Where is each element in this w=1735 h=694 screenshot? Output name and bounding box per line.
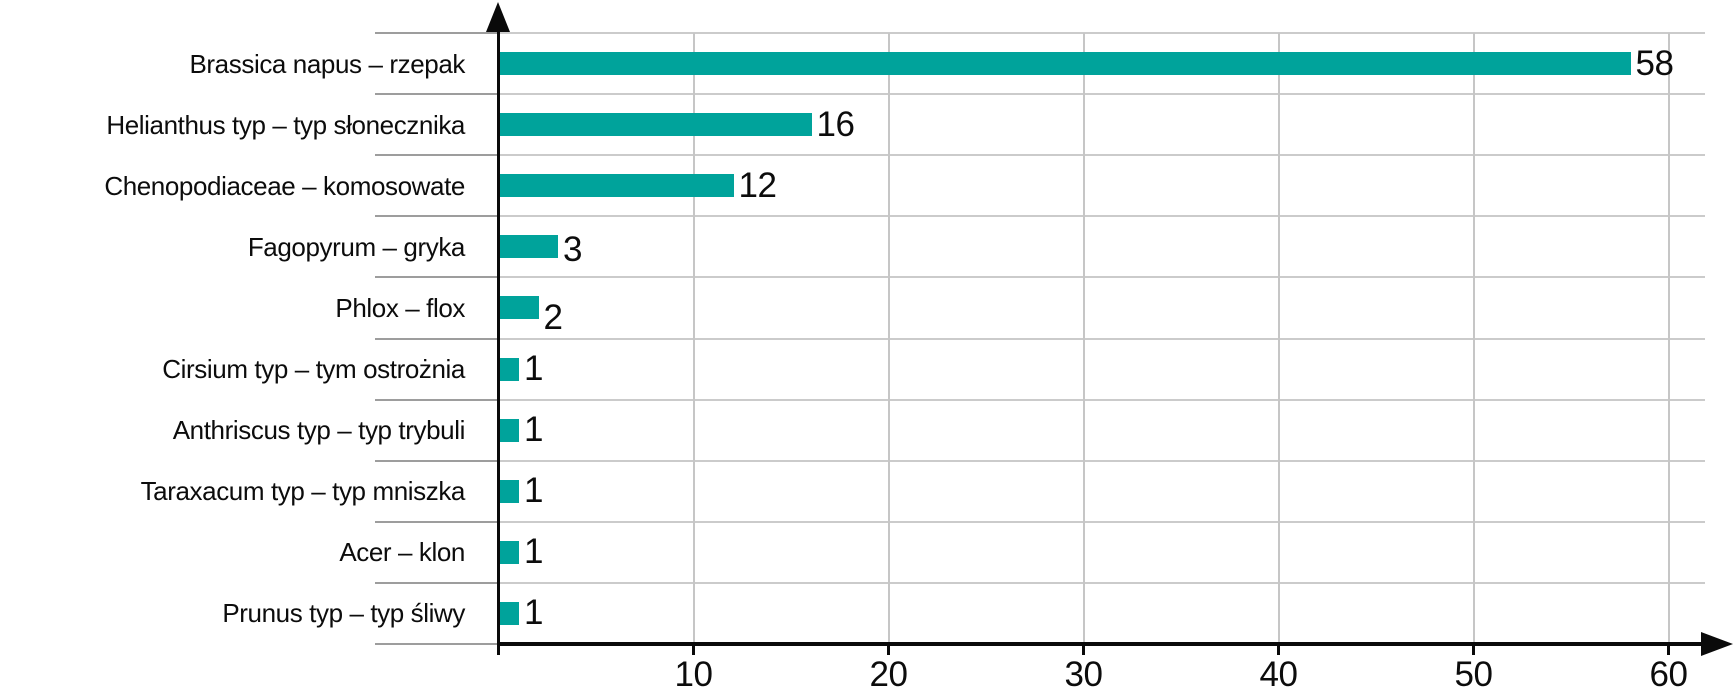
x-axis-tick-label: 20: [869, 655, 908, 694]
h-gridline: [498, 581, 1705, 584]
v-gridline: [1667, 33, 1670, 644]
v-gridline: [1277, 33, 1280, 644]
value-label: 1: [524, 532, 543, 572]
category-tick-segment: [375, 154, 499, 157]
x-axis-tick: [887, 643, 890, 655]
x-axis-tick: [1082, 643, 1085, 655]
v-gridline: [692, 33, 695, 644]
bar: [499, 52, 1631, 76]
bar: [499, 235, 558, 259]
bar: [499, 113, 812, 137]
v-gridline: [887, 33, 890, 644]
category-tick-segment: [375, 32, 499, 34]
x-axis-tick: [1667, 643, 1670, 655]
category-label: Cirsium typ – tym ostrożnia: [162, 354, 465, 385]
x-axis-tick: [692, 643, 695, 655]
bar: [499, 479, 519, 503]
category-tick-segment: [375, 337, 499, 340]
category-label: Phlox – flox: [335, 292, 465, 323]
x-axis-tick-label: 60: [1649, 655, 1688, 694]
h-gridline: [498, 93, 1705, 96]
value-label: 1: [524, 410, 543, 450]
x-axis-tick-label: 10: [674, 655, 713, 694]
value-label: 1: [524, 471, 543, 511]
y-axis-arrow-icon: [486, 2, 510, 32]
bar: [499, 357, 519, 381]
category-tick-segment: [375, 215, 499, 218]
category-tick-segment: [375, 643, 499, 645]
category-tick-segment: [375, 520, 499, 523]
value-label: 2: [543, 297, 563, 337]
value-label: 12: [738, 165, 777, 205]
value-label: 1: [524, 593, 543, 633]
h-gridline: [498, 215, 1705, 218]
category-tick-segment: [375, 459, 499, 462]
category-label: Acer – klon: [339, 537, 465, 568]
v-gridline: [1472, 33, 1475, 644]
x-axis-tick-label: 40: [1259, 655, 1298, 694]
bar: [499, 418, 519, 442]
value-label: 1: [524, 349, 543, 389]
x-axis-arrow-icon: [1701, 632, 1733, 656]
category-label: Fagopyrum – gryka: [247, 231, 466, 262]
h-gridline: [498, 154, 1705, 157]
bar: [499, 174, 734, 198]
x-axis-tick-label: 50: [1454, 655, 1493, 694]
h-gridline: [498, 276, 1705, 279]
h-gridline: [498, 459, 1705, 462]
category-tick-segment: [375, 581, 499, 584]
category-label: Prunus typ – typ śliwy: [222, 598, 465, 629]
category-label: Helianthus typ – typ słonecznika: [106, 109, 465, 140]
value-label: 58: [1635, 43, 1674, 83]
bar: [499, 540, 519, 564]
category-tick-segment: [375, 93, 499, 96]
x-axis-line: [497, 642, 1702, 646]
h-gridline: [498, 398, 1705, 401]
x-axis-tick: [1277, 643, 1280, 655]
category-label: Brassica napus – rzepak: [189, 48, 465, 79]
value-label: 3: [563, 229, 582, 269]
category-label: Chenopodiaceae – komosowate: [104, 170, 465, 201]
value-label: 16: [816, 104, 855, 144]
h-gridline: [498, 32, 1705, 34]
category-tick-segment: [375, 398, 499, 401]
bar: [499, 296, 539, 320]
x-axis-origin-tick: [497, 643, 500, 655]
category-label: Anthriscus typ – typ trybuli: [172, 415, 466, 446]
x-axis-tick: [1472, 643, 1475, 655]
category-label: Taraxacum typ – typ mniszka: [140, 476, 466, 507]
v-gridline: [1082, 33, 1085, 644]
h-gridline: [498, 520, 1705, 523]
x-axis-tick-label: 30: [1064, 655, 1103, 694]
h-gridline: [498, 337, 1705, 340]
category-tick-segment: [375, 276, 499, 279]
bar: [499, 601, 519, 625]
y-axis-line: [497, 18, 500, 645]
